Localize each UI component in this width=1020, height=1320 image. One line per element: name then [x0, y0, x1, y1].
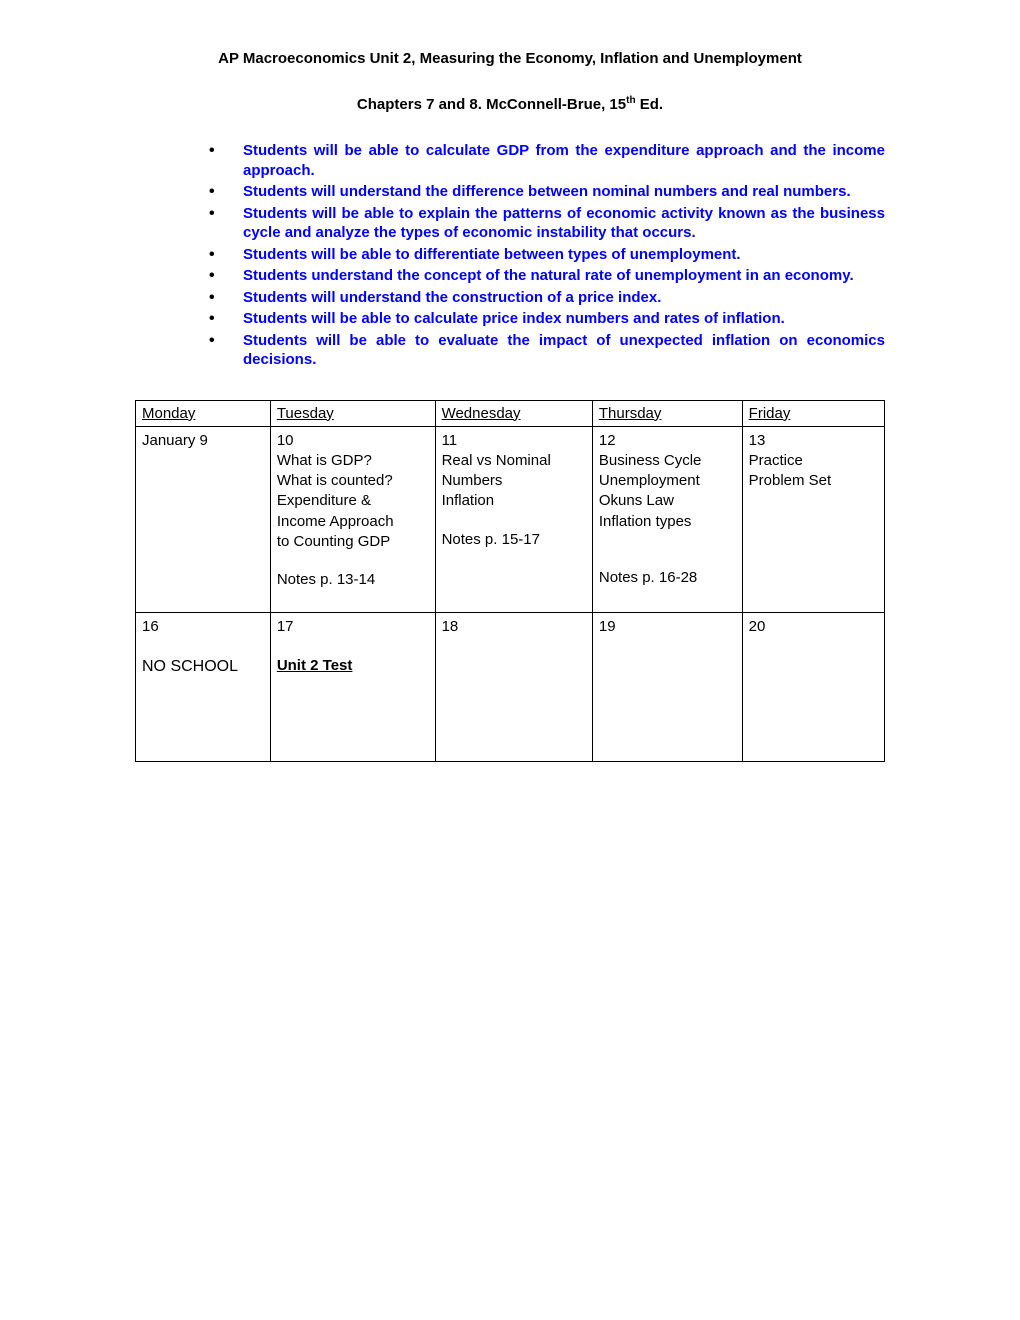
- cell-fri-wk2: 20: [742, 613, 884, 762]
- objective-item: Students will understand the constructio…: [209, 288, 885, 308]
- objectives-list: Students will be able to calculate GDP f…: [135, 141, 885, 370]
- subtitle-pre: Chapters 7 and 8. McConnell-Brue, 15: [357, 96, 626, 113]
- cell-notes: Notes p. 13-14: [277, 570, 429, 590]
- cell-wed-wk1: 11 Real vs Nominal Numbers Inflation Not…: [435, 426, 592, 613]
- cell-date: 10: [277, 431, 429, 451]
- cell-date: 19: [599, 617, 736, 637]
- cell-notes: Notes p. 15-17: [442, 530, 586, 550]
- col-header-thursday: Thursday: [592, 400, 742, 426]
- cell-line: Practice: [749, 451, 878, 471]
- cell-thu-wk1: 12 Business Cycle Unemployment Okuns Law…: [592, 426, 742, 613]
- cell-line: to Counting GDP: [277, 532, 429, 552]
- document-page: AP Macroeconomics Unit 2, Measuring the …: [0, 0, 1020, 762]
- schedule-table: Monday Tuesday Wednesday Thursday Friday…: [135, 400, 885, 763]
- title-suffix: , Measuring the Economy, Inflation and U…: [411, 50, 802, 67]
- cell-thu-wk2: 19: [592, 613, 742, 762]
- objective-item: Students will be able to calculate price…: [209, 309, 885, 329]
- table-header-row: Monday Tuesday Wednesday Thursday Friday: [136, 400, 885, 426]
- cell-line: Okuns Law: [599, 491, 736, 511]
- objective-item: Students will be able to calculate GDP f…: [209, 141, 885, 180]
- col-header-tuesday: Tuesday: [270, 400, 435, 426]
- col-header-friday: Friday: [742, 400, 884, 426]
- cell-line: Numbers: [442, 471, 586, 491]
- table-row: 16 NO SCHOOL 17 Unit 2 Test 18 19 20: [136, 613, 885, 762]
- cell-date: 18: [442, 617, 586, 637]
- cell-text: January 9: [142, 431, 264, 451]
- cell-mon-wk1: January 9: [136, 426, 271, 613]
- objective-item: Students will be able to evaluate the im…: [209, 331, 885, 370]
- cell-line: Income Approach: [277, 512, 429, 532]
- objective-item: Students understand the concept of the n…: [209, 266, 885, 286]
- cell-fri-wk1: 13 Practice Problem Set: [742, 426, 884, 613]
- cell-line: Business Cycle: [599, 451, 736, 471]
- cell-line: Problem Set: [749, 471, 878, 491]
- cell-date: 13: [749, 431, 878, 451]
- cell-line: Expenditure &: [277, 491, 429, 511]
- cell-line: What is GDP?: [277, 451, 429, 471]
- title-prefix: AP Macroeconomics Unit 2: [218, 50, 411, 67]
- table-row: January 9 10 What is GDP? What is counte…: [136, 426, 885, 613]
- col-header-wednesday: Wednesday: [435, 400, 592, 426]
- cell-wed-wk2: 18: [435, 613, 592, 762]
- objective-item: Students will understand the difference …: [209, 182, 885, 202]
- subtitle-post: Ed.: [636, 96, 664, 113]
- cell-date: 20: [749, 617, 878, 637]
- cell-date: 16: [142, 617, 264, 637]
- objective-item: Students will be able to explain the pat…: [209, 204, 885, 243]
- col-header-monday: Monday: [136, 400, 271, 426]
- unit-test-label: Unit 2 Test: [277, 656, 429, 676]
- cell-tue-wk1: 10 What is GDP? What is counted? Expendi…: [270, 426, 435, 613]
- cell-notes: Notes p. 16-28: [599, 568, 736, 588]
- cell-date: 17: [277, 617, 429, 637]
- cell-date: 12: [599, 431, 736, 451]
- cell-line: Real vs Nominal: [442, 451, 586, 471]
- cell-tue-wk2: 17 Unit 2 Test: [270, 613, 435, 762]
- page-subtitle: Chapters 7 and 8. McConnell-Brue, 15th E…: [135, 95, 885, 113]
- cell-line: What is counted?: [277, 471, 429, 491]
- subtitle-sup: th: [626, 95, 635, 106]
- page-title: AP Macroeconomics Unit 2, Measuring the …: [135, 50, 885, 67]
- cell-line: Inflation: [442, 491, 586, 511]
- cell-line: Inflation types: [599, 512, 736, 532]
- cell-date: 11: [442, 431, 586, 451]
- cell-line: Unemployment: [599, 471, 736, 491]
- no-school-label: NO SCHOOL: [142, 656, 264, 678]
- objective-item: Students will be able to differentiate b…: [209, 245, 885, 265]
- cell-mon-wk2: 16 NO SCHOOL: [136, 613, 271, 762]
